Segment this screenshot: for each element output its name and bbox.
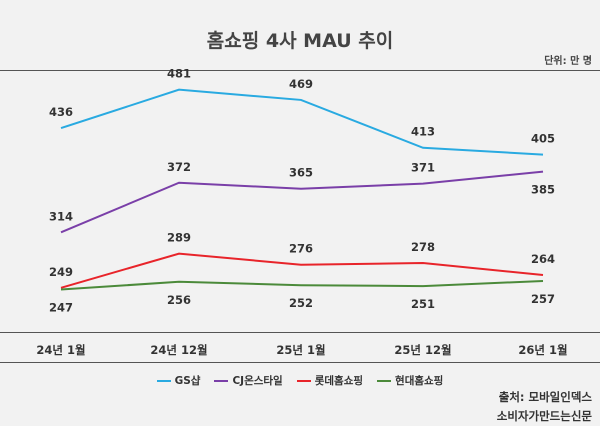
legend-swatch xyxy=(377,379,392,382)
series-3-value-label: 249 xyxy=(49,265,73,279)
series-1-value-label: 436 xyxy=(49,105,73,119)
bottom-rule xyxy=(0,362,600,363)
series-2-value-label: 372 xyxy=(167,160,191,174)
legend-item: CJ온스타일 xyxy=(214,373,283,388)
series-4-value-label: 247 xyxy=(49,300,73,314)
series-4-value-label: 251 xyxy=(411,297,435,311)
source-line-1: 출처: 모바일인덱스 xyxy=(498,390,592,404)
series-3-value-label: 278 xyxy=(411,240,435,254)
x-tick-label: 25년 12월 xyxy=(394,343,452,357)
unit-label: 단위: 만 명 xyxy=(544,56,592,67)
top-rule xyxy=(0,70,600,71)
series-4-value-label: 252 xyxy=(289,296,313,310)
series-2-value-label: 365 xyxy=(289,166,313,180)
series-1-value-label: 413 xyxy=(411,125,435,139)
series-2-value-label: 385 xyxy=(531,183,555,197)
series-3-value-label: 276 xyxy=(289,242,313,256)
series-4-value-label: 257 xyxy=(531,292,555,306)
axis-rule xyxy=(0,332,600,333)
legend-swatch xyxy=(214,379,229,382)
series-2-line xyxy=(60,170,544,234)
legend-item: GS샵 xyxy=(156,373,201,388)
legend-item: 현대홈쇼핑 xyxy=(377,373,443,388)
series-1-value-label: 469 xyxy=(289,77,313,91)
x-tick-label: 24년 12월 xyxy=(150,343,208,357)
series-1-line xyxy=(60,88,544,156)
series-4-line xyxy=(60,279,544,291)
legend-label: 현대홈쇼핑 xyxy=(395,375,444,387)
legend-swatch xyxy=(296,379,311,382)
series-3-value-label: 289 xyxy=(167,231,191,245)
chart-title: 홈쇼핑 4사 MAU 추이 xyxy=(206,30,394,52)
source-block: 출처: 모바일인덱스 소비자가만드는신문 xyxy=(497,388,592,426)
series-2-value-label: 314 xyxy=(49,209,73,223)
legend-label: GS샵 xyxy=(174,375,201,387)
series-2-value-label: 371 xyxy=(411,161,435,175)
legend-label: 롯데홈쇼핑 xyxy=(314,375,364,387)
legend-label: CJ온스타일 xyxy=(232,375,283,387)
series-1-value-label: 481 xyxy=(167,67,191,81)
x-tick-label: 25년 1월 xyxy=(276,343,326,357)
source-line-2: 소비자가만드는신문 xyxy=(496,409,592,423)
series-3-value-label: 264 xyxy=(531,252,555,266)
series-1-value-label: 405 xyxy=(531,132,555,146)
series-4-value-label: 256 xyxy=(167,293,191,307)
legend-item: 롯데홈쇼핑 xyxy=(296,373,364,388)
legend: GS샵 CJ온스타일 롯데홈쇼핑 현대홈쇼핑 xyxy=(0,373,600,388)
x-tick-label: 26년 1월 xyxy=(518,343,568,357)
legend-swatch xyxy=(156,379,171,382)
x-tick-label: 24년 1월 xyxy=(36,343,86,357)
series-3-line xyxy=(60,252,544,289)
